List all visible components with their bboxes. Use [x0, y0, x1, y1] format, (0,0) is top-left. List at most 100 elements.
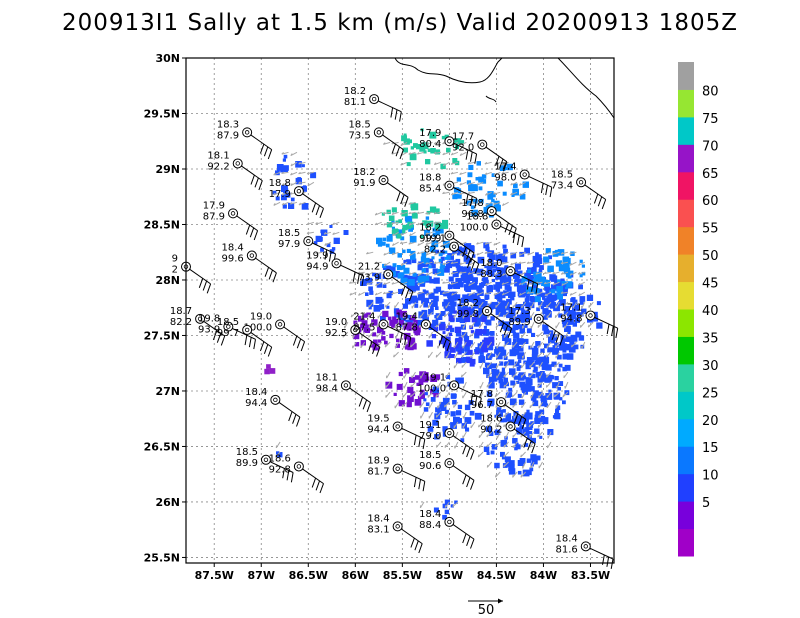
colorbar-swatch: [678, 89, 694, 118]
station-value-label: 89.9: [508, 317, 530, 328]
station-speed-label: 18.4: [419, 509, 441, 520]
wind-vector: [433, 221, 441, 224]
shading-cell: [416, 144, 422, 150]
wind-vector-head: [569, 263, 572, 266]
station: 18.590.6: [419, 450, 475, 490]
wind-vector: [394, 341, 400, 349]
wind-vector: [391, 211, 399, 215]
shading-cell: [473, 294, 478, 298]
wind-vector: [425, 291, 433, 296]
wind-vector-head: [503, 464, 505, 468]
wind-vector-head: [543, 281, 547, 285]
wind-vector: [417, 151, 425, 155]
wind-vector-head: [408, 152, 411, 155]
station-marker-center: [395, 424, 400, 429]
station-marker-center: [451, 383, 457, 388]
shading-cell: [501, 294, 506, 299]
shading-cell: [540, 348, 545, 353]
wind-barb-feather: [466, 447, 471, 458]
shading-cell: [527, 471, 532, 476]
wind-vector: [502, 161, 509, 166]
shading-cell: [561, 284, 568, 291]
shading-cell: [545, 248, 551, 254]
wind-barb-feather: [263, 146, 269, 157]
wind-vector-head: [511, 394, 514, 398]
shading-cell: [421, 268, 427, 273]
wind-vector: [375, 291, 382, 296]
shading-cell: [455, 377, 459, 382]
wind-vector-head: [467, 202, 471, 205]
wind-vector: [512, 431, 518, 438]
shading-cell: [540, 415, 546, 421]
wind-vector-head: [434, 272, 437, 276]
shading-cell: [468, 245, 475, 252]
shading-cell: [415, 286, 420, 291]
shading-cell: [442, 223, 449, 229]
station: 19.092.5: [325, 317, 381, 357]
shading-cell: [520, 319, 525, 323]
wind-barb-staff: [246, 131, 272, 151]
wind-vector: [375, 211, 382, 216]
wind-vector: [409, 251, 416, 257]
station-value-label: 81.1: [344, 97, 366, 108]
wind-vector: [459, 171, 467, 175]
x-tick-label: 86.5W: [289, 569, 328, 582]
station-marker: [340, 380, 351, 391]
wind-vector-head: [561, 283, 564, 286]
colorbar-swatch: [678, 391, 694, 420]
wind-vector: [468, 281, 476, 287]
shading-cell: [563, 267, 571, 275]
shading-cell: [440, 163, 446, 170]
wind-barb-feather: [545, 185, 548, 196]
wind-vector-head: [425, 211, 428, 215]
shading-cell: [499, 349, 507, 356]
shading-cell: [540, 395, 547, 402]
wind-vector: [419, 401, 425, 409]
station-marker-center: [395, 466, 400, 471]
shading-cell: [527, 306, 531, 311]
shading-cell: [502, 418, 507, 423]
station-value-label: 97.9: [278, 239, 300, 250]
shading-cell: [435, 306, 439, 310]
shading-cell: [418, 292, 425, 299]
shading-cell: [531, 332, 536, 337]
wind-vector: [520, 471, 526, 478]
shading-cell: [301, 186, 307, 192]
shading-cell: [450, 347, 456, 353]
wind-vector-head: [374, 222, 378, 226]
station-speed-label: 18.4: [556, 533, 578, 544]
wind-barb-feather: [290, 472, 294, 483]
station-value-label: 96.7: [471, 400, 493, 411]
station-marker: [477, 139, 488, 150]
shading-cell: [547, 376, 553, 382]
wind-vector-head: [408, 272, 411, 276]
wind-vector-head: [545, 354, 548, 358]
wind-vector: [433, 211, 442, 215]
wind-vector: [395, 331, 400, 339]
shading-cell: [423, 297, 430, 304]
wind-vector: [529, 431, 535, 438]
shading-cell: [528, 267, 535, 274]
wind-vector: [273, 201, 281, 206]
wind-vector-head: [427, 314, 429, 318]
station-value-label: 73.9: [358, 272, 380, 283]
wind-vector: [352, 341, 357, 349]
wind-barb-feather: [597, 196, 603, 207]
shading-cell: [553, 304, 561, 312]
station-speed-label: 9: [172, 254, 178, 265]
wind-barb-feather: [311, 202, 317, 213]
shading-cell: [484, 296, 489, 300]
wind-vector-head: [452, 504, 455, 507]
wind-vector-head: [519, 193, 522, 197]
shading-cell: [491, 369, 497, 374]
wind-vector-head: [384, 304, 387, 308]
shading-cell: [486, 265, 493, 272]
colorbar-swatch: [678, 336, 694, 365]
shading-cell: [503, 377, 508, 383]
x-tick-label: 84.5W: [477, 569, 516, 582]
shading-cell: [539, 265, 544, 270]
wind-vector: [487, 361, 493, 369]
station-marker-center: [386, 272, 391, 277]
station-marker: [576, 177, 587, 188]
colorbar-swatch: [678, 473, 694, 502]
